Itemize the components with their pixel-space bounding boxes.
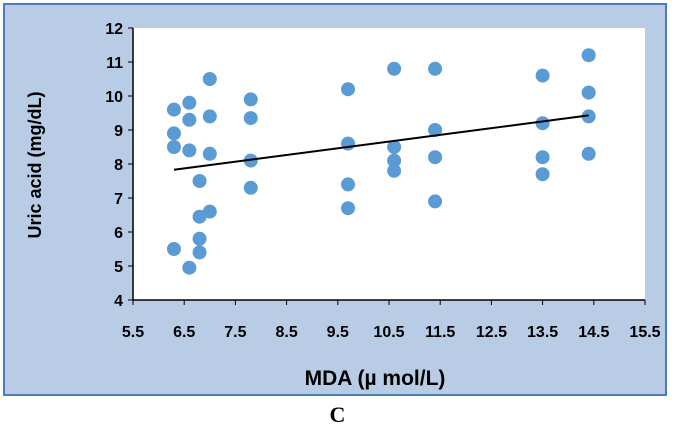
chart-frame: 4 5 6 7 8 9 10 11 12 5.5 6.5 7.5 8.5 9.5 10.5 11.5 12.5… <box>3 3 667 396</box>
data-point <box>428 123 443 137</box>
data-point <box>387 61 402 76</box>
y-tick-label: 12 <box>105 21 123 38</box>
y-tick-label: 11 <box>106 55 123 72</box>
x-tick-label: 6.5 <box>173 324 195 341</box>
data-point <box>202 204 217 219</box>
x-tick-label: 10.5 <box>373 324 404 341</box>
data-point <box>243 180 258 195</box>
data-point <box>387 140 402 154</box>
data-point <box>535 68 550 83</box>
trendline <box>173 114 589 171</box>
data-point <box>341 82 356 97</box>
data-point <box>581 48 596 63</box>
data-point <box>182 260 197 275</box>
data-point <box>166 126 181 141</box>
data-point <box>192 245 207 260</box>
x-tick-label: 14.5 <box>578 324 609 341</box>
x-tick-label: 11.5 <box>425 324 455 341</box>
x-tick-label: 5.5 <box>122 324 144 341</box>
panel-label: C <box>329 402 346 427</box>
data-point <box>166 102 181 117</box>
data-point <box>428 150 443 165</box>
data-point <box>192 231 207 246</box>
y-tick-label: 8 <box>114 157 123 174</box>
x-tick-label: 7.5 <box>224 324 246 341</box>
y-axis-label: Uric acid (mg/dL) <box>25 91 45 238</box>
x-tick-label: 13.5 <box>527 324 558 341</box>
data-point <box>581 85 596 100</box>
data-point <box>243 111 258 126</box>
data-point <box>243 92 258 107</box>
data-point <box>581 146 596 161</box>
data-point <box>182 143 197 158</box>
y-tick-label: 6 <box>114 225 123 242</box>
x-tick-label: 8.5 <box>275 324 297 341</box>
data-point <box>428 61 443 76</box>
x-axis-label: MDA (µ mol/L) <box>305 367 446 390</box>
data-point <box>166 140 181 154</box>
data-point <box>192 174 207 188</box>
data-point <box>581 109 596 124</box>
x-tick-label: 12.5 <box>476 324 507 341</box>
data-point <box>182 95 197 110</box>
data-point <box>387 153 402 168</box>
data-point <box>166 242 181 256</box>
x-tick-label: 15.5 <box>629 324 660 341</box>
y-tick-label: 5 <box>114 259 123 276</box>
data-point <box>341 201 356 216</box>
data-point <box>535 116 550 131</box>
data-point <box>182 112 197 127</box>
x-tick-label: 9.5 <box>327 324 349 341</box>
data-point <box>202 72 217 86</box>
data-point <box>387 163 402 178</box>
y-tick-label: 4 <box>114 293 123 310</box>
y-tick-label: 10 <box>105 89 123 106</box>
data-point <box>535 150 550 165</box>
y-tick-label: 7 <box>114 191 123 208</box>
data-point <box>202 146 217 161</box>
data-point <box>341 177 356 192</box>
y-tick-label: 9 <box>114 123 123 140</box>
scatter-chart: 4 5 6 7 8 9 10 11 12 5.5 6.5 7.5 8.5 9.5 10.5 11.5 12.5… <box>25 21 661 390</box>
data-point <box>428 194 443 209</box>
data-point <box>202 109 217 124</box>
data-point <box>535 167 550 182</box>
